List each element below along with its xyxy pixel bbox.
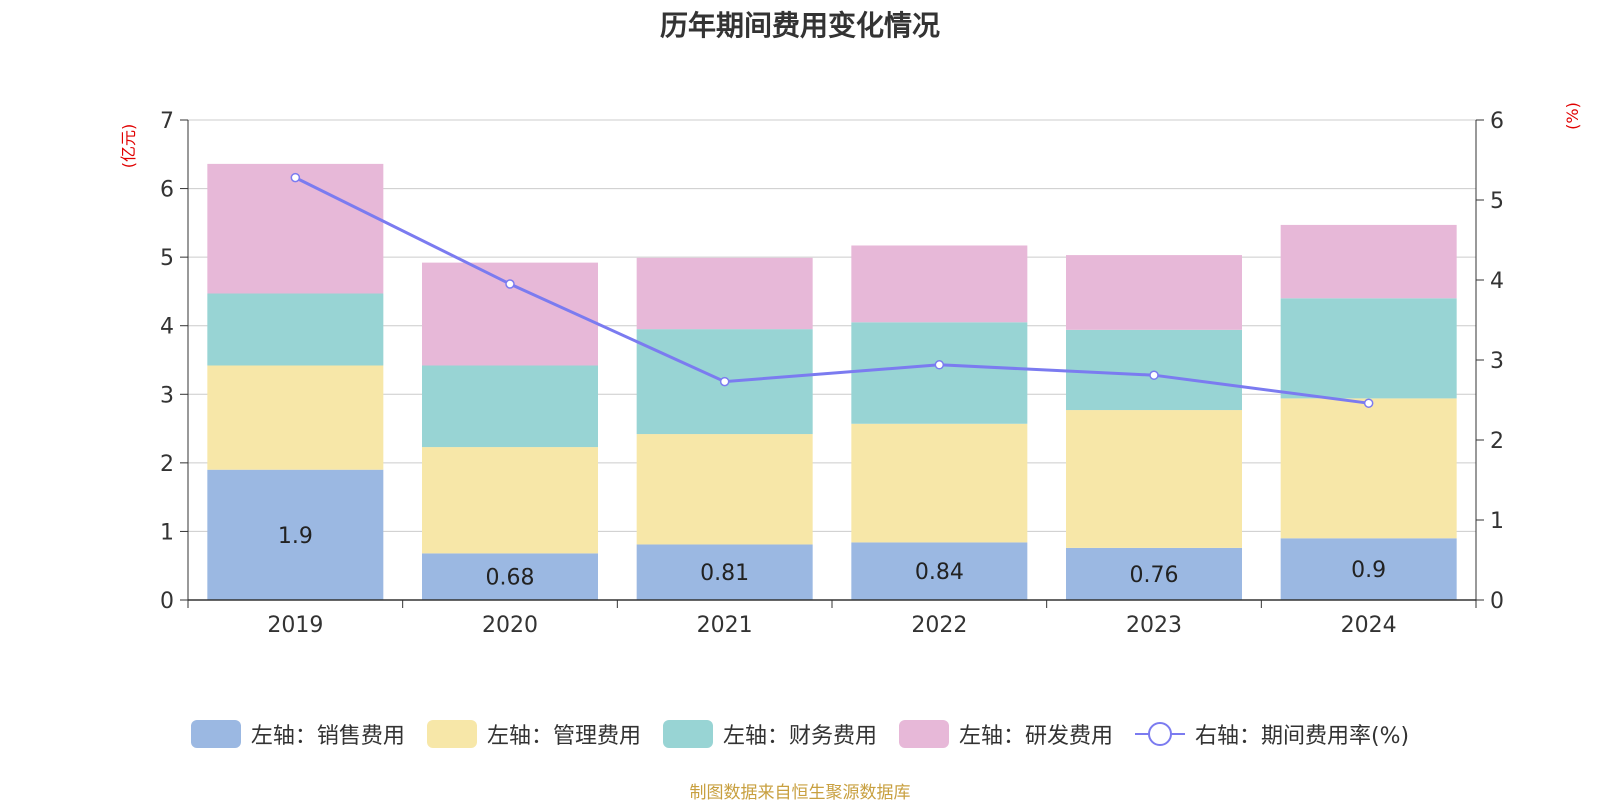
right-tick-label: 4: [1490, 269, 1504, 294]
bar-1-2024: [1280, 538, 1457, 600]
bar-2-2023: [1066, 410, 1242, 548]
left-tick-label: 0: [160, 589, 174, 614]
right-tick-label: 2: [1490, 429, 1504, 454]
bar-3-2022: [851, 322, 1028, 424]
rate-line: [294, 176, 1369, 405]
bar-1-2023: [1066, 547, 1242, 600]
bar-2-2021: [636, 434, 813, 545]
left-tick-label: 1: [160, 520, 174, 545]
axes: 0 1 2 3 4 5 6 7 0 1 2 3 4 5 6 (亿元) (%) 2019 2020 2021 2022 20…: [119, 102, 1582, 638]
bar-4-2019: [207, 163, 384, 294]
legend-item-1[interactable]: 左轴：销售费用: [190, 718, 405, 750]
legend-item-3[interactable]: 左轴：财务费用: [662, 718, 877, 750]
bar-1-2022: [851, 542, 1028, 600]
bar-2-2024: [1280, 398, 1457, 539]
source-footer: 制图数据来自恒生聚源数据库: [689, 783, 911, 803]
left-tick-label: 2: [160, 452, 174, 477]
x-tick-label: 2021: [697, 613, 753, 638]
bar-1-2021: [636, 544, 813, 600]
legend-label: 左轴：管理费用: [486, 724, 641, 749]
left-tick-label: 4: [160, 315, 174, 340]
legend-line-marker: [1134, 720, 1185, 748]
bar-4-2022: [851, 245, 1028, 323]
bar-4-2020: [422, 262, 598, 366]
right-tick-label: 6: [1490, 109, 1504, 134]
legend-swatch: [426, 720, 477, 748]
legend-label: 左轴：销售费用: [250, 724, 405, 749]
bar-3-2019: [207, 293, 384, 366]
rate-point: [505, 279, 515, 289]
bar-value-label: 0.81: [700, 561, 749, 586]
x-tick-label: 2019: [267, 613, 323, 638]
bar-value-label: 0.84: [915, 560, 964, 585]
legend-swatch: [662, 720, 713, 748]
bar-value-label: 0.76: [1130, 563, 1179, 588]
bar-2-2019: [207, 365, 384, 470]
x-tick-label: 2023: [1126, 613, 1182, 638]
bar-value-label: 1.9: [278, 524, 313, 549]
left-tick-label: 6: [160, 178, 174, 203]
legend-item-2[interactable]: 左轴：管理费用: [426, 718, 641, 750]
right-tick-label: 5: [1490, 189, 1504, 214]
right-axis-unit: (%): [1563, 102, 1582, 130]
right-tick-label: 1: [1490, 509, 1504, 534]
left-tick-label: 3: [160, 383, 174, 408]
legend-swatch: [190, 720, 241, 748]
legend-item-4[interactable]: 左轴：研发费用: [898, 718, 1113, 750]
bars-layer: [207, 163, 1457, 600]
bar-3-2020: [422, 365, 598, 448]
rate-point: [719, 376, 730, 387]
rate-line-layer: [290, 172, 1374, 408]
rate-point: [290, 172, 301, 183]
data-labels: 1.9 0.68 0.81 0.84 0.76 0.9: [278, 524, 1386, 591]
bar-4-2023: [1066, 255, 1242, 330]
legend: 左轴：销售费用 左轴：管理费用 左轴：财务费用 左轴：研发费用 右轴：期间费用率(%): [0, 718, 1600, 750]
bar-4-2021: [636, 257, 813, 330]
x-tick-label: 2022: [911, 613, 967, 638]
chart-title: 历年期间费用变化情况: [659, 9, 940, 42]
bar-1-2019: [207, 469, 384, 600]
x-tick-label: 2020: [482, 613, 538, 638]
bar-value-label: 0.9: [1351, 558, 1386, 583]
rate-point: [1149, 370, 1159, 380]
left-axis-unit: (亿元): [119, 124, 138, 169]
bar-3-2023: [1066, 329, 1242, 411]
rate-point: [1363, 398, 1374, 408]
x-tick-label: 2024: [1341, 613, 1397, 638]
left-tick-label: 7: [160, 109, 174, 134]
bar-4-2024: [1280, 224, 1457, 299]
bar-value-label: 0.68: [486, 566, 535, 591]
legend-label: 右轴：期间费用率(%): [1194, 724, 1410, 749]
legend-swatch: [898, 720, 949, 748]
left-tick-label: 5: [160, 246, 174, 271]
right-tick-label: 3: [1490, 349, 1504, 374]
grid-lines: [188, 119, 1476, 532]
bar-2-2022: [851, 423, 1028, 543]
legend-label: 左轴：财务费用: [722, 724, 877, 749]
legend-item-5[interactable]: 右轴：期间费用率(%): [1134, 718, 1410, 750]
bar-1-2020: [422, 553, 598, 600]
bar-3-2024: [1280, 298, 1457, 399]
bar-2-2020: [422, 447, 598, 554]
rate-point: [934, 360, 945, 370]
legend-label: 左轴：研发费用: [958, 724, 1113, 749]
right-tick-label: 0: [1490, 589, 1504, 614]
